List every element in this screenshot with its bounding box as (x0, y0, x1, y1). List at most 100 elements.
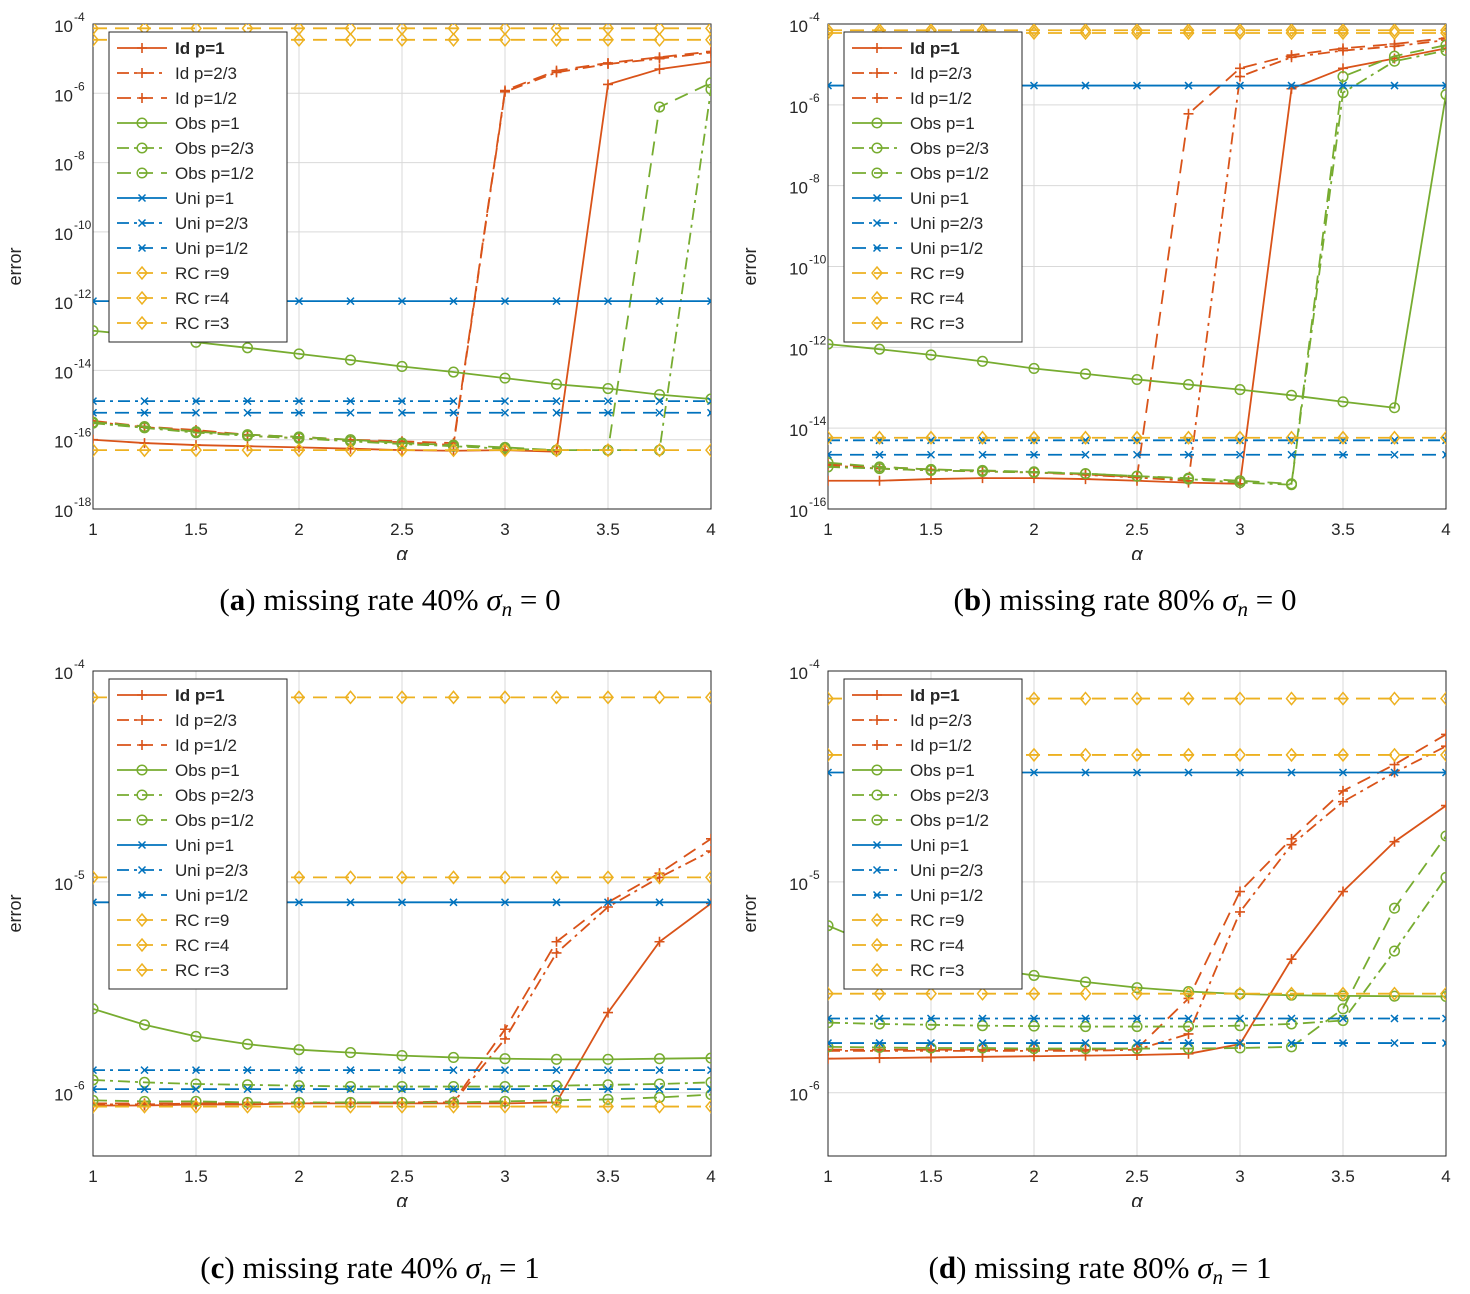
data-point (447, 32, 460, 47)
y-tick-exponent: -5 (74, 868, 85, 882)
x-tick-label: 3 (500, 1167, 509, 1186)
data-point (1028, 691, 1040, 706)
data-point (93, 397, 98, 406)
data-point (653, 870, 666, 885)
data-point (1028, 24, 1040, 38)
data-point (447, 1051, 460, 1064)
data-point (396, 690, 408, 705)
data-point (1028, 747, 1040, 763)
data-point (1184, 1039, 1193, 1048)
y-tick-label: 10 (54, 1086, 73, 1105)
data-point (293, 1099, 305, 1114)
data-point (828, 24, 834, 38)
data-point (550, 1053, 563, 1065)
data-point (190, 426, 202, 438)
data-point (1440, 45, 1446, 57)
data-point (655, 1066, 664, 1075)
legend-label: RC r=9 (910, 264, 964, 283)
y-tick-exponent: -16 (74, 426, 92, 440)
data-point (1081, 768, 1090, 777)
data-point (344, 1096, 357, 1108)
data-point (1389, 836, 1400, 847)
data-point (500, 408, 510, 417)
data-point (706, 397, 711, 406)
data-point (1235, 1039, 1245, 1048)
data-point (1338, 450, 1348, 459)
data-point (828, 1053, 833, 1064)
legend-marker (137, 43, 147, 53)
legend-label: Uni p=1 (910, 189, 969, 208)
data-point (1234, 475, 1246, 487)
data-point (552, 408, 561, 417)
y-tick-exponent: -6 (74, 1079, 85, 1093)
data-point (705, 870, 711, 885)
data-point (1337, 396, 1349, 408)
data-point (190, 442, 202, 458)
data-point (396, 32, 408, 47)
data-point (653, 442, 666, 458)
series-line (93, 1007, 711, 1061)
legend-label: Id p=1/2 (910, 89, 972, 108)
y-tick-exponent: -10 (809, 253, 827, 267)
legend-label: Id p=2/3 (175, 711, 237, 730)
data-point (1287, 768, 1296, 777)
legend-marker (871, 117, 883, 129)
data-point (1131, 470, 1143, 482)
data-point (396, 360, 408, 373)
data-point (1131, 1021, 1143, 1033)
legend-marker (136, 265, 148, 281)
legend-box (108, 31, 288, 343)
data-point (190, 1099, 202, 1114)
data-point (1287, 1039, 1296, 1048)
caption-sigma: σ (486, 582, 502, 617)
data-point (1441, 81, 1446, 90)
data-point (241, 342, 254, 354)
data-point (397, 1066, 407, 1075)
data-point (1131, 747, 1143, 763)
data-point (293, 690, 305, 705)
data-point (1182, 747, 1195, 763)
data-point (1184, 450, 1193, 459)
data-point (396, 1099, 408, 1114)
data-point (828, 450, 833, 459)
data-point (1286, 954, 1297, 965)
data-point (241, 1038, 254, 1050)
data-point (873, 461, 886, 473)
y-tick-exponent: -14 (809, 414, 827, 428)
data-point (449, 408, 458, 417)
legend-label: Obs p=1 (175, 114, 240, 133)
data-point (602, 1053, 614, 1065)
data-point (293, 32, 305, 47)
data-point (655, 408, 664, 417)
x-tick-label: 3 (1235, 520, 1244, 539)
caption-b: (b) missing rate 80% σn = 0 (953, 582, 1297, 621)
legend-label: Id p=1 (175, 686, 225, 705)
data-point (499, 1053, 511, 1065)
data-point (1079, 368, 1092, 380)
series-Uni-p-1-2 (93, 408, 711, 417)
caption-a: (a) missing rate 40% σn = 0 (219, 582, 561, 621)
data-point (1235, 81, 1245, 90)
data-point (1079, 25, 1092, 41)
legend-label: RC r=9 (910, 911, 964, 930)
caption-text: missing rate 80% (999, 582, 1215, 617)
series-RC-r-4 (93, 1099, 711, 1114)
caption-eq: = 0 (519, 582, 561, 617)
data-point (93, 1066, 98, 1075)
data-point (1287, 1014, 1296, 1023)
data-point (705, 1089, 711, 1101)
data-point (602, 382, 614, 395)
data-point (550, 690, 563, 705)
x-tick-label: 2.5 (390, 520, 414, 539)
legend-marker (137, 715, 147, 725)
data-point (1131, 430, 1143, 445)
data-point (396, 442, 408, 458)
data-point (828, 986, 834, 1001)
data-point (655, 898, 664, 907)
data-point (1131, 24, 1143, 38)
data-point (828, 691, 834, 706)
data-point (978, 1014, 987, 1023)
data-point (1390, 1014, 1399, 1023)
legend-marker (871, 764, 883, 776)
data-point (93, 1094, 99, 1106)
